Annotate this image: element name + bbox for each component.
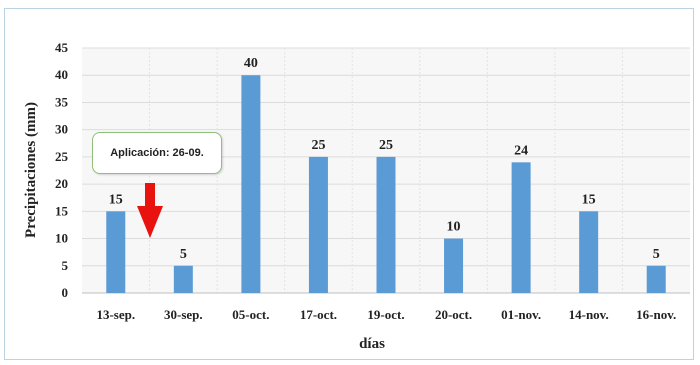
x-tick-label: 30-sep.	[164, 307, 203, 322]
y-tick-label: 20	[55, 176, 68, 191]
y-tick-label: 10	[55, 231, 68, 246]
data-label: 25	[311, 138, 325, 153]
y-tick-label: 5	[62, 258, 69, 273]
data-label: 15	[582, 192, 596, 207]
x-tick-label: 14-nov.	[569, 307, 609, 322]
x-tick-label: 20-oct.	[435, 307, 472, 322]
data-label: 15	[109, 192, 123, 207]
x-axis-title: días	[359, 336, 385, 352]
data-label: 40	[244, 56, 258, 71]
y-tick-label: 15	[55, 203, 69, 218]
x-tick-label: 13-sep.	[96, 307, 135, 322]
bar-14-nov.	[579, 211, 599, 293]
bar-30-sep.	[173, 265, 193, 293]
x-tick-label: 17-oct.	[300, 307, 337, 322]
data-labels: 15 5 40 25 25 10 24 15 5	[109, 56, 660, 262]
bar-20-oct.	[444, 238, 464, 293]
y-tick-label: 35	[55, 94, 69, 109]
y-tick-label: 0	[62, 285, 69, 300]
data-label: 24	[514, 143, 528, 158]
data-label: 5	[180, 247, 187, 262]
x-tick-label: 01-nov.	[501, 307, 541, 322]
bars	[106, 75, 666, 293]
data-label: 5	[653, 247, 660, 262]
y-tick-label: 45	[55, 40, 69, 55]
y-tick-label: 30	[55, 122, 68, 137]
axes: 0 5 10 15 20 25 30 35 40 45 13-sep. 30-sep. 05-oct. 1…	[55, 40, 690, 322]
bar-17-oct.	[308, 156, 328, 293]
y-tick-label: 40	[55, 67, 68, 82]
bar-01-nov.	[511, 162, 531, 293]
data-label: 10	[447, 220, 461, 235]
x-tick-label: 16-nov.	[636, 307, 676, 322]
application-callout: Aplicación: 26-09.	[92, 132, 222, 174]
bar-05-oct.	[241, 75, 261, 293]
y-axis-title: Precipitaciones (mm)	[23, 102, 39, 238]
y-tick-label: 25	[55, 149, 69, 164]
arrow-down-icon	[137, 183, 163, 238]
x-tick-label: 05-oct.	[232, 307, 269, 322]
bar-13-sep.	[106, 211, 126, 293]
bar-16-nov.	[646, 265, 666, 293]
data-label: 25	[379, 138, 393, 153]
x-tick-label: 19-oct.	[367, 307, 404, 322]
bar-19-oct.	[376, 156, 396, 293]
